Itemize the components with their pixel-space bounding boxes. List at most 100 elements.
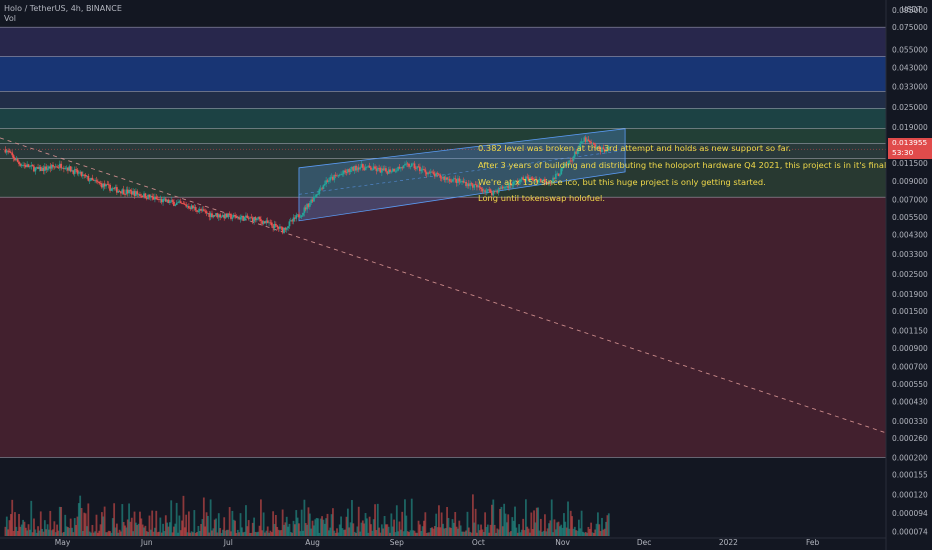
volume-bar: [18, 513, 20, 536]
volume-bar: [602, 529, 605, 536]
candle-body: [398, 166, 401, 169]
volume-bar: [264, 532, 266, 536]
volume-bar: [557, 521, 560, 536]
candle-body: [269, 222, 272, 224]
volume-bar: [433, 526, 436, 536]
volume-bar: [308, 513, 311, 536]
candle-body: [223, 215, 226, 219]
candle-body: [308, 203, 311, 207]
candle-body: [293, 217, 296, 219]
candle-body: [367, 165, 370, 167]
volume-bar: [12, 530, 15, 536]
candle-body: [342, 170, 345, 174]
candle-body: [410, 163, 413, 167]
candle-body: [484, 190, 487, 192]
candle-body: [497, 188, 500, 193]
volume-bar: [48, 529, 50, 536]
candle-body: [72, 170, 75, 174]
candle-body: [128, 190, 130, 194]
candle-body: [314, 196, 317, 198]
volume-bar: [71, 527, 73, 536]
volume-bar: [575, 530, 578, 536]
candle-body: [569, 160, 572, 162]
candle-body: [315, 194, 318, 197]
candle-body: [433, 173, 436, 177]
volume-bar: [240, 527, 243, 536]
volume-bar: [212, 528, 215, 536]
volume-bar: [597, 512, 599, 536]
volume-bar: [465, 530, 468, 536]
candle-body: [230, 214, 232, 219]
candle-body: [46, 168, 49, 170]
candle-body: [33, 166, 35, 172]
volume-bar: [412, 530, 415, 536]
volume-bar: [554, 529, 557, 536]
price-tick-label: 0.004300: [892, 231, 928, 240]
candle-body: [327, 180, 330, 182]
volume-bar: [126, 519, 129, 536]
candle-body: [37, 167, 39, 170]
volume-bar: [580, 510, 583, 536]
candle-body: [489, 189, 492, 193]
volume-bar: [530, 512, 533, 536]
volume-bar: [45, 529, 48, 536]
volume-bar: [447, 517, 450, 536]
volume-bar: [155, 510, 158, 536]
volume-bar: [49, 510, 52, 536]
candle-body: [134, 191, 137, 196]
time-tick-label: Jul: [223, 538, 233, 547]
volume-bar: [299, 531, 302, 536]
volume-bar: [208, 532, 211, 536]
volume-bar: [230, 531, 232, 536]
volume-bar: [374, 504, 376, 536]
candle-body: [395, 170, 398, 172]
volume-bar: [171, 532, 174, 536]
symbol-title[interactable]: Holo / TetherUS, 4h, BINANCE: [4, 4, 122, 13]
volume-bar: [473, 522, 476, 536]
volume-bar: [46, 524, 49, 536]
candle-body: [285, 228, 288, 230]
candle-body: [311, 199, 314, 202]
volume-bar: [370, 524, 372, 536]
volume-bar: [4, 526, 7, 536]
candle-body: [522, 177, 525, 180]
volume-bar: [511, 517, 514, 536]
volume-tick-label: 0.000120: [892, 490, 928, 499]
volume-bar: [467, 527, 470, 536]
volume-bar: [346, 508, 349, 536]
candle-body: [257, 217, 260, 219]
price-tick-label: 0.000900: [892, 344, 928, 353]
volume-bar: [591, 532, 594, 536]
candle-body: [310, 199, 313, 204]
volume-bar: [357, 506, 360, 536]
candle-body: [302, 212, 304, 216]
candle-body: [261, 221, 264, 224]
candle-body: [505, 185, 508, 187]
candle-body: [372, 166, 375, 170]
volume-bar: [149, 529, 152, 536]
volume-bar: [231, 510, 234, 536]
candle-body: [232, 215, 235, 218]
candle-body: [447, 178, 450, 180]
volume-bar: [148, 515, 151, 536]
candle-body: [579, 142, 582, 148]
volume-bar: [606, 515, 609, 536]
candle-body: [141, 195, 144, 198]
volume-bar: [423, 520, 425, 536]
volume-bar: [492, 499, 495, 536]
volume-bar: [514, 506, 516, 536]
volume-bar: [65, 526, 68, 536]
candle-body: [289, 220, 292, 222]
volume-bar: [311, 520, 314, 536]
volume-bar: [83, 512, 86, 536]
volume-bar: [192, 532, 194, 536]
volume-bar: [152, 531, 155, 536]
candle-body: [279, 226, 281, 229]
volume-bar: [303, 499, 306, 536]
candle-body: [201, 209, 204, 211]
candle-body: [523, 179, 526, 182]
volume-indicator-label[interactable]: Vol: [4, 14, 16, 23]
candle-body: [313, 196, 315, 202]
volume-bar: [485, 527, 488, 536]
